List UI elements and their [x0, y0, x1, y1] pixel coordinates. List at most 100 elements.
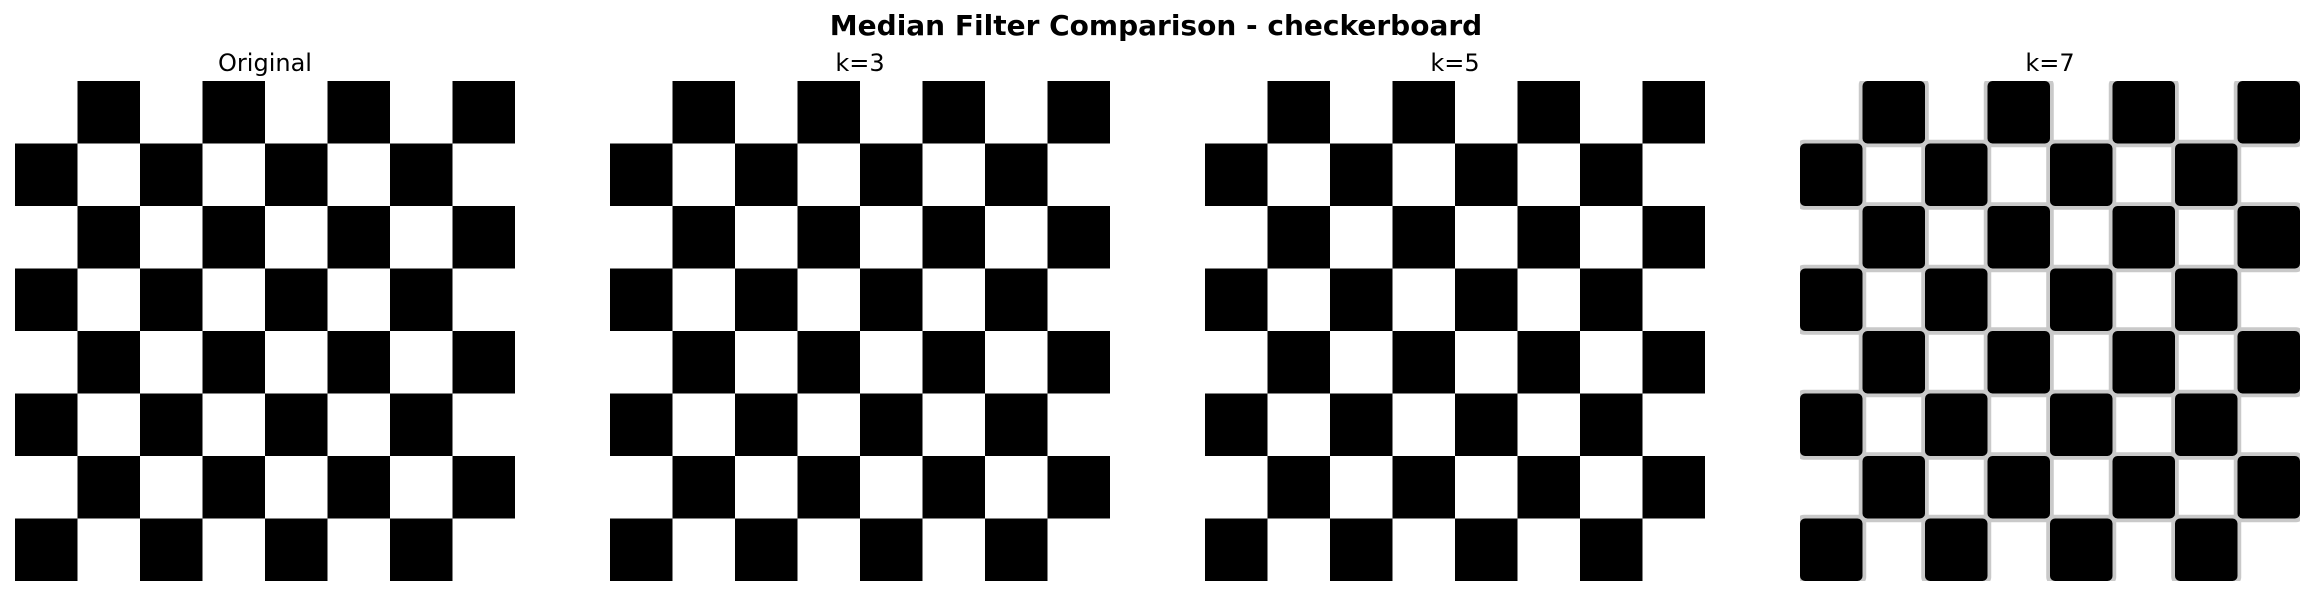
panel-original: Original — [15, 49, 515, 581]
checker-dark-square — [860, 518, 923, 581]
checker-dark-square — [452, 456, 515, 519]
checkerboard-image-original — [15, 81, 515, 581]
checker-dark-square — [140, 268, 203, 331]
checker-dark-square — [1205, 268, 1268, 331]
checker-dark-square — [735, 143, 798, 206]
checker-dark-square — [1925, 143, 1988, 206]
checker-dark-square — [860, 393, 923, 456]
checker-dark-square — [452, 206, 515, 269]
checker-dark-square — [202, 81, 265, 144]
checker-dark-square — [1392, 456, 1455, 519]
checker-dark-square — [390, 393, 453, 456]
checker-dark-square — [1205, 518, 1268, 581]
checker-dark-square — [1925, 268, 1988, 331]
panel-k7: k=7 — [1800, 49, 2300, 581]
panel-title-k7: k=7 — [2025, 49, 2075, 77]
checker-dark-square — [1330, 518, 1393, 581]
checker-dark-square — [15, 268, 78, 331]
checker-dark-square — [140, 143, 203, 206]
panel-title-original: Original — [218, 49, 312, 77]
checker-dark-square — [1642, 206, 1705, 269]
checker-dark-square — [1455, 268, 1518, 331]
checker-dark-square — [140, 518, 203, 581]
checker-dark-square — [1392, 206, 1455, 269]
checker-dark-square — [1580, 518, 1643, 581]
figure-title: Median Filter Comparison - checkerboard — [829, 9, 1483, 42]
checker-dark-square — [922, 206, 985, 269]
checker-dark-square — [452, 81, 515, 144]
checker-dark-square — [735, 268, 798, 331]
checker-dark-square — [1205, 393, 1268, 456]
checker-dark-square — [1517, 456, 1580, 519]
checker-dark-square — [1392, 81, 1455, 144]
checker-dark-square — [265, 393, 328, 456]
checker-dark-square — [1862, 331, 1925, 394]
checker-dark-square — [202, 331, 265, 394]
checker-dark-square — [797, 206, 860, 269]
checker-dark-square — [2112, 331, 2175, 394]
checker-dark-square — [265, 268, 328, 331]
checker-dark-square — [2175, 518, 2238, 581]
checker-dark-square — [1800, 143, 1863, 206]
checker-dark-square — [2237, 331, 2300, 394]
checker-dark-square — [2175, 268, 2238, 331]
checker-dark-square — [2175, 393, 2238, 456]
checker-dark-square — [1862, 81, 1925, 144]
panel-k3: k=3 — [610, 49, 1110, 581]
checker-dark-square — [985, 393, 1048, 456]
checker-dark-square — [797, 81, 860, 144]
checker-dark-square — [15, 518, 78, 581]
checker-dark-square — [327, 456, 390, 519]
checker-dark-square — [1925, 518, 1988, 581]
checker-dark-square — [2237, 206, 2300, 269]
checker-dark-square — [1330, 393, 1393, 456]
checker-dark-square — [15, 393, 78, 456]
checker-dark-square — [390, 518, 453, 581]
checkerboard-image-k7 — [1800, 81, 2300, 581]
checker-dark-square — [797, 331, 860, 394]
checker-dark-square — [1330, 268, 1393, 331]
checker-dark-square — [922, 81, 985, 144]
checker-dark-square — [15, 143, 78, 206]
checker-dark-square — [1267, 456, 1330, 519]
checker-dark-square — [672, 331, 735, 394]
checker-dark-square — [1517, 331, 1580, 394]
checker-dark-square — [1800, 518, 1863, 581]
checker-dark-square — [1987, 81, 2050, 144]
checker-dark-square — [985, 518, 1048, 581]
checker-dark-square — [1862, 456, 1925, 519]
checker-dark-square — [1925, 393, 1988, 456]
checker-dark-square — [672, 206, 735, 269]
checker-dark-square — [1047, 206, 1110, 269]
checker-dark-square — [1800, 393, 1863, 456]
checker-dark-square — [202, 456, 265, 519]
checker-dark-square — [610, 393, 673, 456]
checker-dark-square — [77, 331, 140, 394]
checker-dark-square — [672, 456, 735, 519]
checker-dark-square — [1862, 206, 1925, 269]
checker-dark-square — [610, 518, 673, 581]
checker-dark-square — [77, 206, 140, 269]
checker-dark-square — [1800, 268, 1863, 331]
checker-dark-square — [327, 331, 390, 394]
checker-dark-square — [390, 268, 453, 331]
checker-dark-square — [610, 268, 673, 331]
checker-dark-square — [2237, 81, 2300, 144]
checker-dark-square — [1205, 143, 1268, 206]
checker-dark-square — [1642, 81, 1705, 144]
panel-title-k3: k=3 — [835, 49, 885, 77]
checker-dark-square — [735, 393, 798, 456]
checker-dark-square — [1392, 331, 1455, 394]
checker-dark-square — [1455, 393, 1518, 456]
checker-dark-square — [985, 143, 1048, 206]
checker-dark-square — [77, 81, 140, 144]
checker-dark-square — [2050, 268, 2113, 331]
panel-k5: k=5 — [1205, 49, 1705, 581]
checker-dark-square — [2050, 393, 2113, 456]
checker-dark-square — [2175, 143, 2238, 206]
checker-dark-square — [202, 206, 265, 269]
checker-dark-square — [1267, 331, 1330, 394]
checker-dark-square — [2112, 81, 2175, 144]
checker-dark-square — [140, 393, 203, 456]
checker-dark-square — [265, 518, 328, 581]
